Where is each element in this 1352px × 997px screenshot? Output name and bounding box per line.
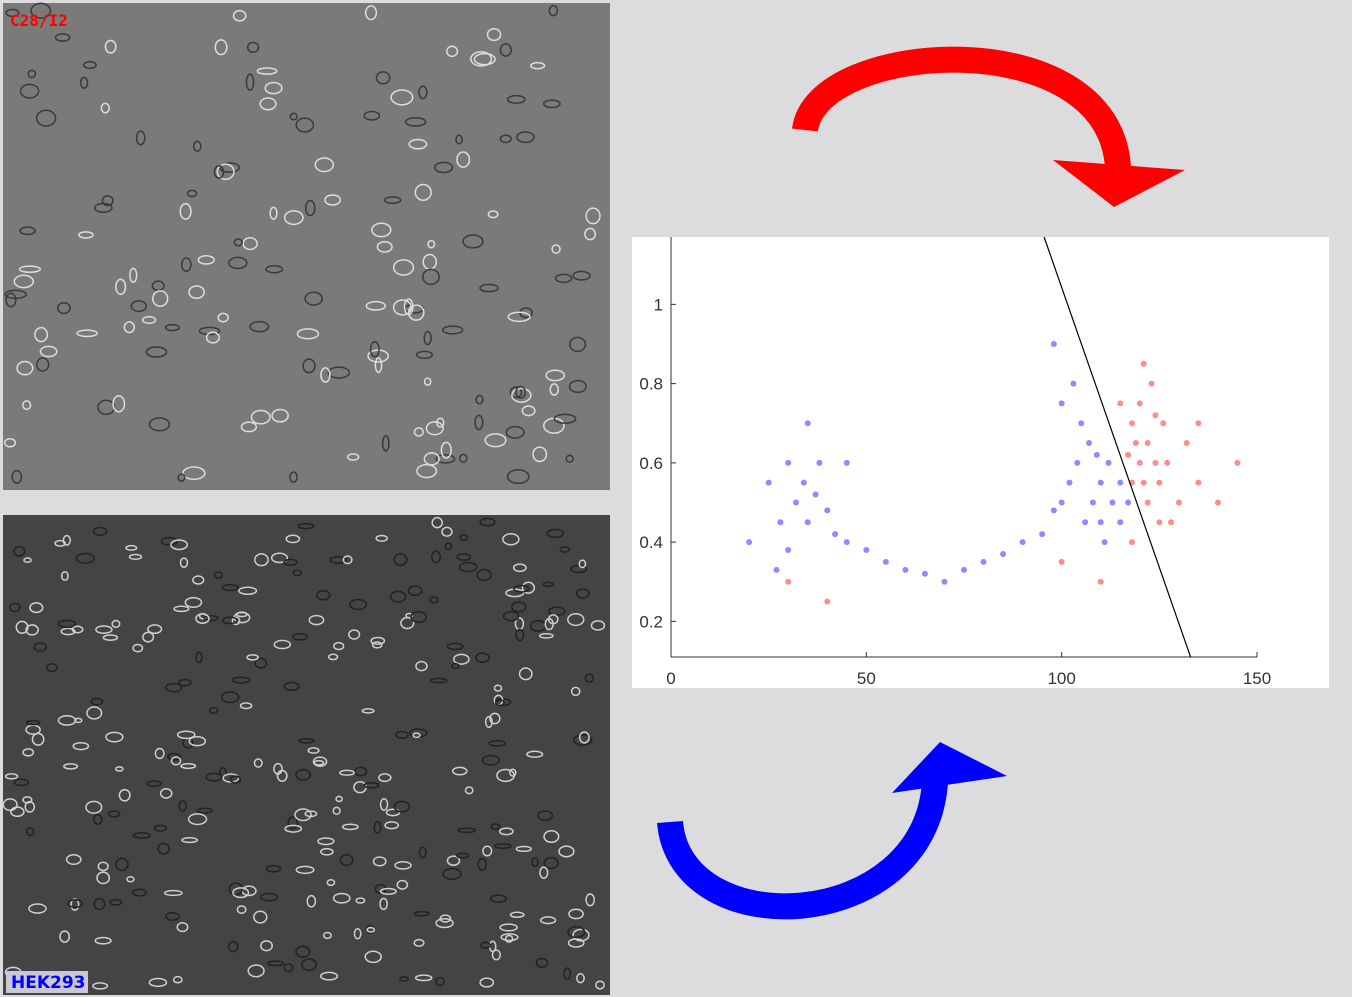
point [883,559,889,565]
point [1102,539,1108,545]
y-tick-label: 0.8 [639,375,663,394]
point [824,507,830,513]
point [1117,400,1123,406]
y-tick-label: 0.6 [639,454,663,473]
point [1059,400,1065,406]
point [1195,480,1201,486]
point [1066,480,1072,486]
top-label: C28/I2 [10,11,68,30]
point [766,480,772,486]
point [981,559,987,565]
point [777,519,783,525]
point [1109,499,1115,505]
point [785,460,791,466]
y-tick-label: 1 [654,295,663,314]
point [1129,420,1135,426]
point [844,460,850,466]
point [1094,452,1100,458]
point [1098,519,1104,525]
point [1074,460,1080,466]
bottom-label: HEK293 [11,973,86,993]
x-tick-label: 100 [1047,669,1075,688]
point [1051,341,1057,347]
point [1164,460,1170,466]
point [805,519,811,525]
point [824,599,830,605]
point [1152,412,1158,418]
point [1070,381,1076,387]
y-tick-label: 0.4 [639,533,663,552]
point [1039,531,1045,537]
point [1098,579,1104,585]
point [785,547,791,553]
point [1141,480,1147,486]
point [1184,440,1190,446]
point [941,579,947,585]
figure: C28/I2 HEK293 0 50 100 150 0.2 0.4 0.6 0.8 1 [0,0,1352,997]
point [1176,499,1182,505]
point [922,571,928,577]
point [1195,420,1201,426]
x-tick-label: 0 [666,669,675,688]
page: C28/I2 HEK293 0501001500.20.40.60.81 (()… [0,0,1352,997]
point [1137,460,1143,466]
point [1000,551,1006,557]
point [813,492,819,498]
point [801,480,807,486]
point [1149,381,1155,387]
point [1145,499,1151,505]
point [1106,460,1112,466]
point [1141,361,1147,367]
micrograph-bottom [3,515,610,995]
point [1125,452,1131,458]
blue-arrow [670,782,935,906]
point [1082,519,1088,525]
y-tick-label: 0.2 [639,612,663,631]
point [1168,519,1174,525]
point [1117,519,1123,525]
point [816,460,822,466]
point [1059,559,1065,565]
point [832,531,838,537]
point [844,539,850,545]
point [1215,499,1221,505]
point [1133,440,1139,446]
point [805,420,811,426]
red-arrow [805,60,1118,168]
point [1020,539,1026,545]
micrograph-top [3,3,610,490]
point [902,567,908,573]
point [1098,480,1104,486]
point [785,579,791,585]
point [1160,420,1166,426]
point [863,547,869,553]
x-tick-label: 50 [857,669,876,688]
point [1086,440,1092,446]
point [1090,499,1096,505]
point [1125,499,1131,505]
point [1156,480,1162,486]
point [1156,519,1162,525]
point [1234,460,1240,466]
point [746,539,752,545]
x-tick-label: 150 [1243,669,1271,688]
point [961,567,967,573]
point [793,499,799,505]
point [1152,460,1158,466]
point [1117,480,1123,486]
point [1129,539,1135,545]
point [773,567,779,573]
point [1145,440,1151,446]
point [1078,420,1084,426]
point [1051,507,1057,513]
blue-arrow-head [892,742,1007,793]
red-arrow-head [1053,160,1185,207]
plot-background [632,237,1329,688]
point [1137,400,1143,406]
point [1059,499,1065,505]
